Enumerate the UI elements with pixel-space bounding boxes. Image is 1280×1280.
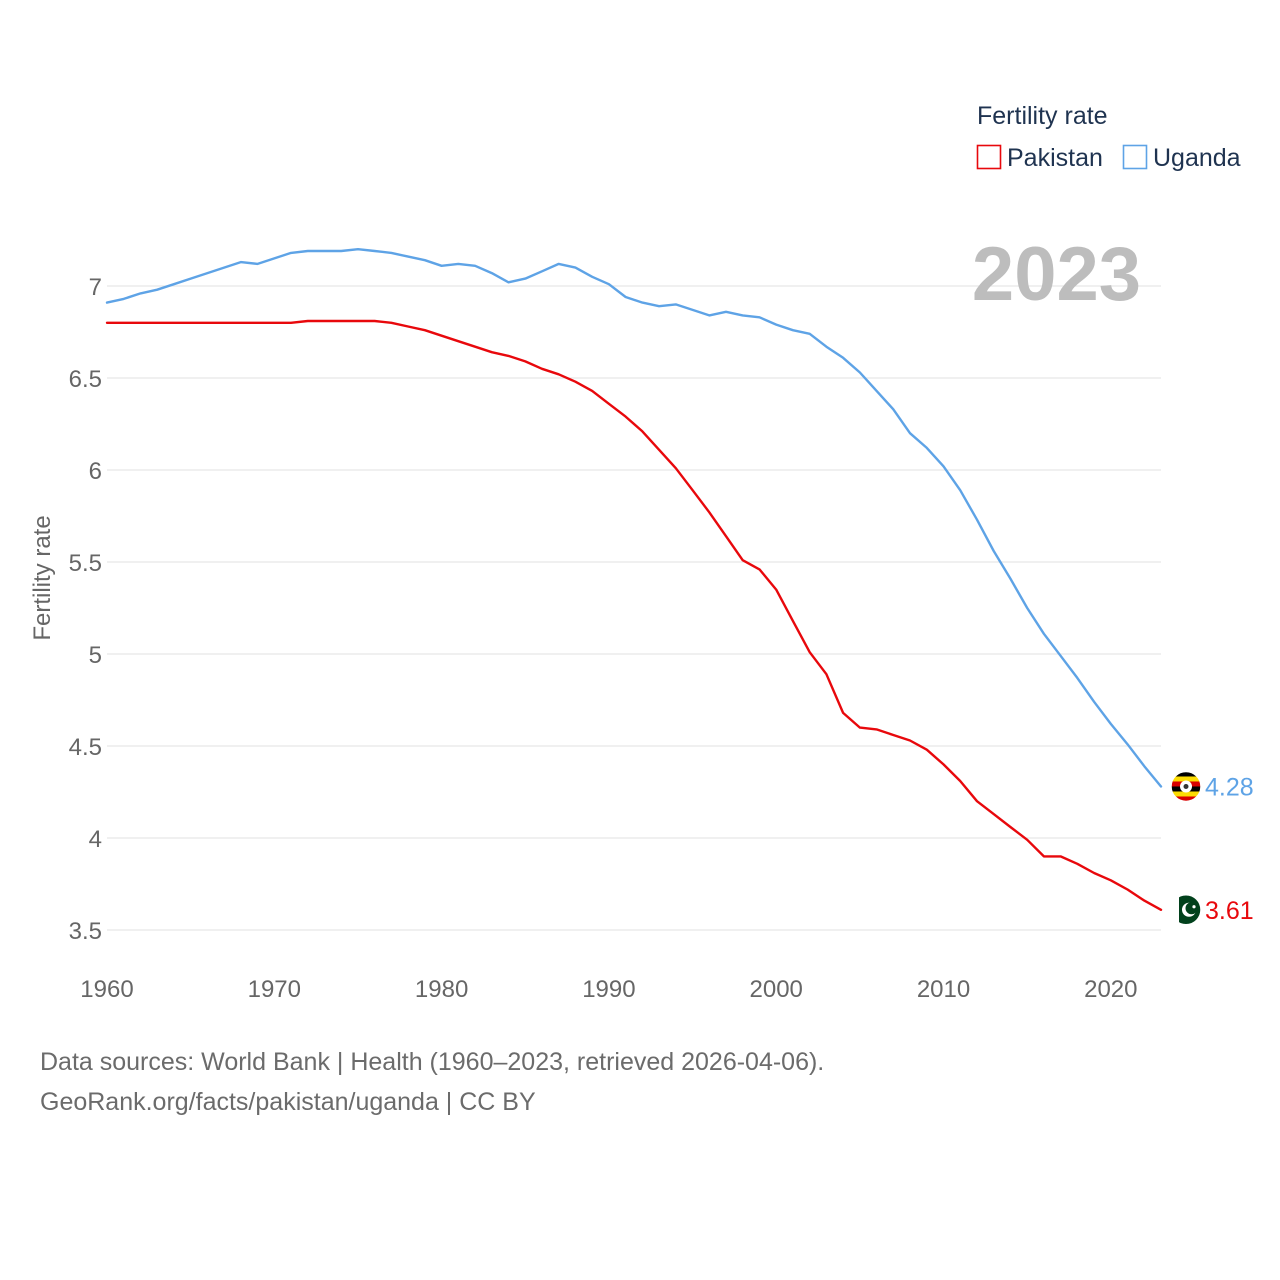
series-line-uganda[interactable]	[105, 247, 1163, 788]
legend-label-uganda: Uganda	[1153, 144, 1241, 172]
y-tick-label: 6.5	[69, 366, 102, 393]
attribution-link[interactable]: GeoRank.org/facts/pakistan/uganda | CC B…	[40, 1088, 536, 1116]
y-tick-label: 7	[89, 274, 102, 301]
legend-label-pakistan: Pakistan	[1007, 144, 1103, 172]
y-tick-label: 5	[89, 642, 102, 669]
end-value-label-pakistan: 3.61	[1205, 897, 1254, 925]
x-tick-label: 2010	[917, 976, 970, 1003]
fertility-chart: 3.5 4 4.5 5 5.5 6 6.5 7 1960 1970 1980 1990 2000 201…	[29, 102, 1254, 1003]
x-tick-label: 1970	[248, 976, 301, 1003]
legend-item-pakistan[interactable]: Pakistan	[976, 144, 1103, 172]
y-tick-label: 5.5	[69, 550, 102, 577]
x-axis-ticks: 1960 1970 1980 1990 2000 2010 2020	[80, 976, 1137, 1003]
legend-title: Fertility rate	[977, 102, 1108, 130]
end-markers: 3.61 4.28	[1170, 770, 1254, 926]
x-tick-label: 1980	[415, 976, 468, 1003]
x-tick-label: 2020	[1084, 976, 1137, 1003]
x-tick-label: 1990	[582, 976, 635, 1003]
y-axis-ticks: 3.5 4 4.5 5 5.5 6 6.5 7	[69, 274, 102, 945]
legend: Fertility rate Pakistan Uganda	[976, 102, 1241, 172]
series-lines	[105, 247, 1163, 911]
x-tick-label: 1960	[80, 976, 133, 1003]
y-tick-label: 3.5	[69, 918, 102, 945]
legend-item-uganda[interactable]: Uganda	[1122, 144, 1241, 172]
uganda-flag-icon	[1170, 770, 1202, 803]
footer: Data sources: World Bank | Health (1960–…	[40, 1042, 824, 1122]
grid-lines	[107, 285, 1161, 931]
y-tick-label: 4.5	[69, 734, 102, 761]
end-value-label-uganda: 4.28	[1205, 773, 1254, 801]
pakistan-flag-icon	[1170, 894, 1202, 926]
legend-swatch-uganda	[1122, 144, 1148, 170]
y-axis-title: Fertility rate	[29, 515, 56, 640]
legend-swatch-pakistan	[976, 144, 1002, 170]
x-tick-label: 2000	[750, 976, 803, 1003]
data-source-note: Data sources: World Bank | Health (1960–…	[40, 1048, 825, 1076]
series-line-pakistan[interactable]	[105, 319, 1163, 911]
year-badge: 2023	[972, 232, 1141, 317]
y-tick-label: 4	[89, 826, 102, 853]
y-tick-label: 6	[89, 458, 102, 485]
